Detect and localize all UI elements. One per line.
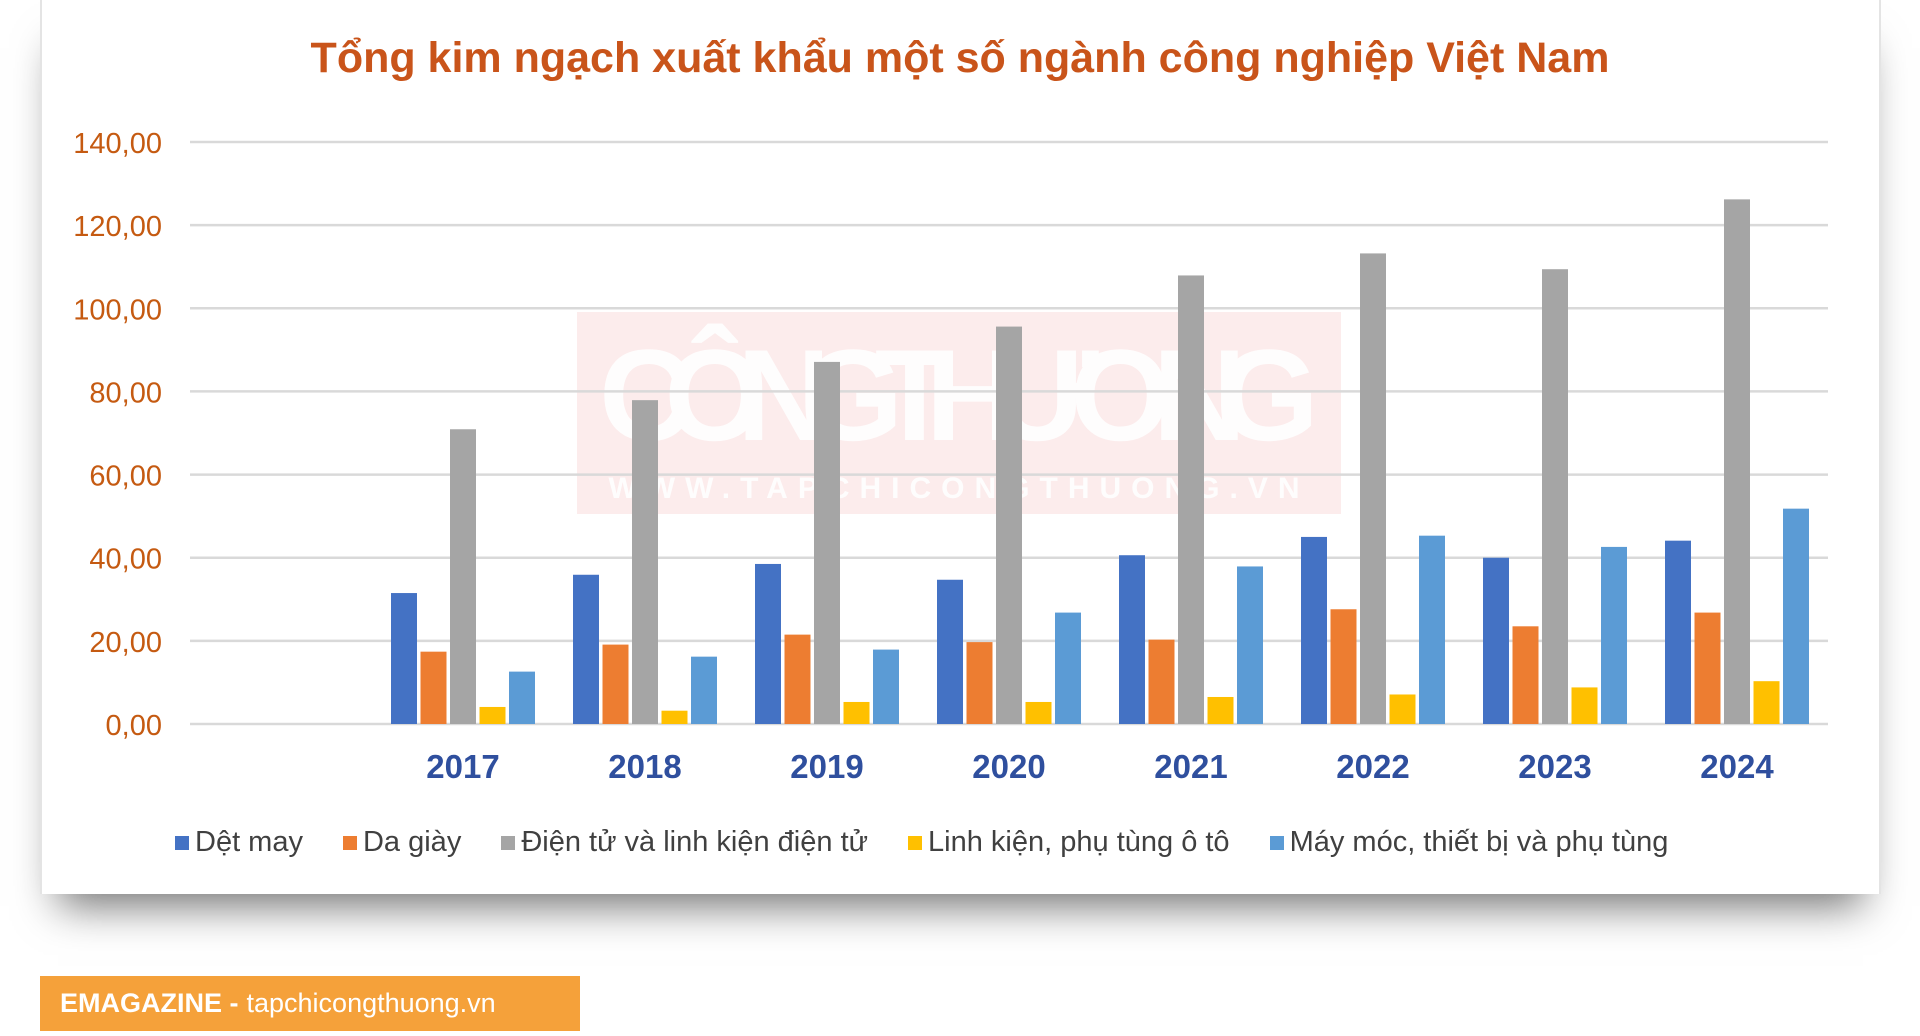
bar-2022-0 — [1301, 536, 1327, 724]
y-tick-label: 100,00 — [73, 294, 162, 326]
x-tick-label: 2019 — [790, 748, 863, 785]
bar-2019-4 — [873, 649, 899, 724]
x-tick-label: 2022 — [1336, 748, 1409, 785]
bar-2019-3 — [843, 701, 870, 724]
bar-2020-2 — [996, 326, 1022, 724]
legend-item: Linh kiện, phụ tùng ô tô — [908, 826, 1230, 859]
legend-swatch — [501, 835, 516, 850]
legend-swatch — [342, 835, 357, 850]
watermark-box — [577, 312, 1341, 514]
x-tick-label: 2021 — [1154, 748, 1227, 785]
bar-2020-4 — [1055, 612, 1081, 724]
bar-2022-4 — [1419, 535, 1445, 724]
legend-label: Dệt may — [195, 826, 303, 858]
legend-item: Điện tử và linh kiện điện tử — [501, 826, 868, 859]
x-tick-label: 2020 — [972, 748, 1045, 785]
bar-2024-2 — [1724, 199, 1750, 724]
bar-2018-4 — [691, 656, 717, 724]
y-tick-label: 40,00 — [89, 544, 162, 576]
bar-2018-3 — [661, 710, 688, 724]
legend-item: Dệt may — [175, 826, 303, 859]
bar-2017-1 — [420, 651, 447, 724]
emagazine-banner[interactable]: EMAGAZINE - tapchicongthuong.vn — [40, 976, 580, 1031]
legend-label: Máy móc, thiết bị và phụ tùng — [1289, 826, 1669, 858]
legend-swatch — [175, 835, 189, 850]
legend-label: Điện tử và linh kiện điện tử — [521, 826, 869, 858]
bar-2023-4 — [1601, 546, 1627, 724]
bar-2021-4 — [1237, 566, 1263, 724]
bar-2024-4 — [1783, 508, 1809, 724]
bar-2018-2 — [632, 400, 658, 724]
chart-title: Tổng kim ngạch xuất khẩu một số ngành cô… — [310, 34, 1610, 82]
bar-2017-3 — [479, 706, 506, 724]
y-tick-label: 120,00 — [73, 211, 162, 243]
y-tick-label: 20,00 — [89, 627, 162, 659]
bar-2022-3 — [1389, 694, 1416, 724]
chart-legend: Dệt may Da giày Điện tử và linh kiện điện … — [175, 826, 1668, 859]
bar-2021-2 — [1178, 275, 1204, 724]
bar-chart: CÔNGTHƯƠNG WWW.TAPCHICONGTHUONG.VN 0,00 20,… — [73, 128, 1828, 785]
bar-2018-1 — [602, 644, 629, 724]
bar-2021-0 — [1119, 555, 1145, 724]
legend-item: Máy móc, thiết bị và phụ tùng — [1269, 826, 1669, 859]
x-tick-label: 2018 — [608, 748, 681, 785]
bar-2017-2 — [450, 429, 476, 724]
x-tick-label: 2023 — [1518, 748, 1591, 785]
bar-2017-0 — [391, 593, 417, 724]
y-tick-label: 0,00 — [106, 710, 162, 742]
x-tick-label: 2017 — [426, 748, 499, 785]
legend-item: Da giày — [342, 826, 462, 859]
bar-2021-3 — [1207, 696, 1234, 724]
bar-2023-1 — [1512, 626, 1539, 724]
bar-2019-2 — [814, 361, 840, 724]
bar-2019-0 — [755, 563, 781, 724]
bar-2020-3 — [1025, 701, 1052, 724]
watermark-logo: CÔNGTHƯƠNG — [599, 322, 1319, 468]
bar-2022-1 — [1330, 609, 1357, 724]
legend-label: Linh kiện, phụ tùng ô tô — [928, 826, 1230, 858]
bar-2017-4 — [509, 671, 535, 724]
bar-2023-2 — [1542, 269, 1568, 724]
bar-2024-0 — [1665, 540, 1691, 724]
bar-2020-0 — [937, 579, 963, 724]
y-tick-label: 80,00 — [89, 377, 162, 409]
legend-swatch — [908, 835, 923, 850]
y-tick-label: 140,00 — [73, 128, 162, 160]
legend-label: Da giày — [362, 826, 462, 858]
bar-2022-2 — [1360, 253, 1386, 724]
bar-2020-1 — [966, 642, 993, 724]
bar-2023-0 — [1483, 557, 1509, 724]
bar-2019-1 — [784, 634, 811, 724]
banner-brand: EMAGAZINE - — [60, 988, 239, 1018]
bar-2024-3 — [1753, 681, 1780, 724]
y-tick-label: 60,00 — [89, 461, 162, 493]
x-tick-label: 2024 — [1700, 748, 1774, 785]
bar-2018-0 — [573, 574, 599, 724]
bar-2024-1 — [1694, 612, 1721, 724]
legend-swatch — [1269, 835, 1284, 850]
bar-2021-1 — [1148, 639, 1175, 724]
watermark-url: WWW.TAPCHICONGTHUONG.VN — [608, 472, 1309, 505]
banner-site: tapchicongthuong.vn — [246, 988, 496, 1018]
bar-2023-3 — [1571, 687, 1598, 724]
